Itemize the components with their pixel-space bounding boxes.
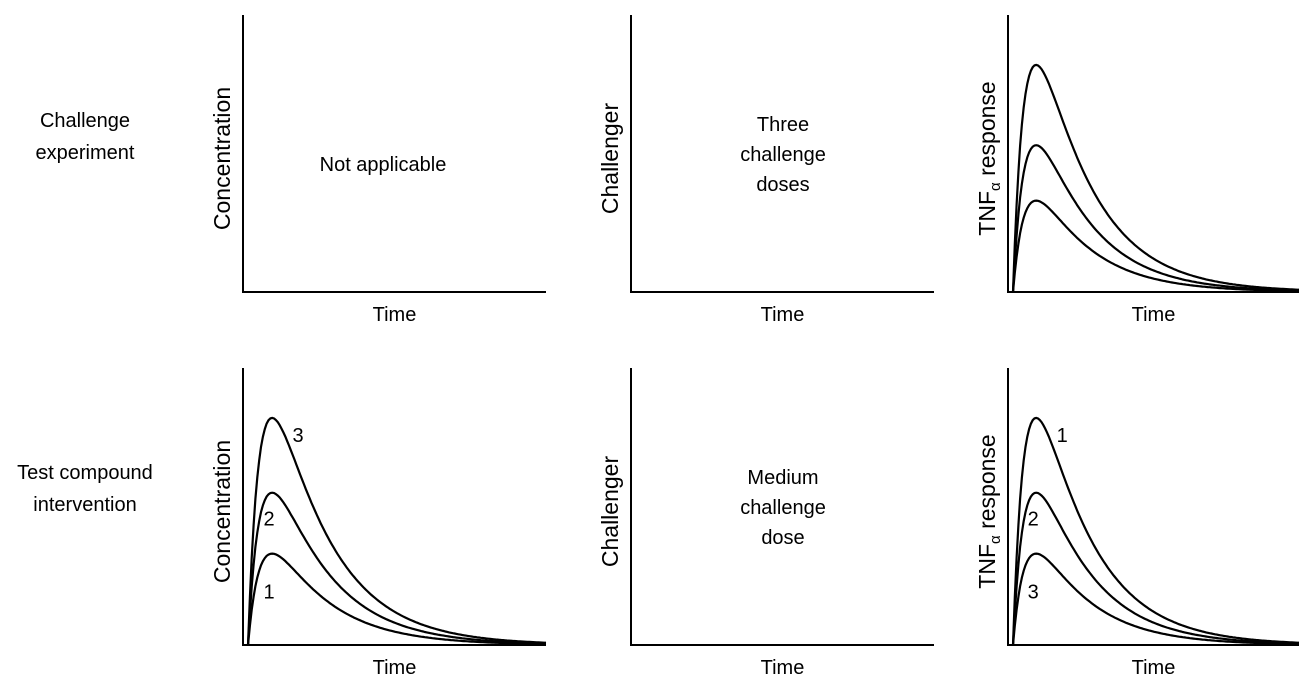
axes [630, 15, 934, 293]
curve-2 [246, 491, 547, 646]
row-label-test-compound: Test compound intervention [0, 457, 185, 521]
curve-label: 1 [1057, 425, 1068, 447]
curve-label: 1 [264, 582, 275, 604]
y-axis-title: Challenger [597, 103, 623, 215]
row-label-challenge: Challenge experiment [0, 105, 185, 169]
y-axis-title: Concentration [209, 440, 235, 583]
axes [242, 368, 546, 646]
y-axis-title: Concentration [209, 87, 235, 230]
panel-note: challenge [740, 144, 826, 166]
row-label-line-2: experiment [35, 142, 135, 164]
curve-3 [1011, 416, 1299, 646]
y-axis-title: TNFα response [974, 434, 1004, 588]
y-axis-title: TNFα response [974, 81, 1004, 235]
panel-note: Three [757, 114, 809, 136]
y-axis-title: Challenger [597, 456, 623, 568]
curve-1 [1011, 552, 1299, 646]
x-axis-title: Time [1132, 657, 1176, 676]
curve-3 [1011, 63, 1299, 293]
row-label-line-1: Test compound [17, 462, 153, 484]
panel-note: challenge [740, 497, 826, 519]
x-axis-title: Time [1132, 304, 1176, 326]
x-axis-title: Time [761, 304, 805, 326]
curve-label: 2 [1028, 509, 1039, 531]
axes [630, 368, 934, 646]
curve-1 [1011, 199, 1299, 293]
curve-label: 3 [293, 425, 304, 447]
curve-1 [246, 552, 546, 646]
curve-2 [1011, 144, 1299, 293]
x-axis-title: Time [373, 304, 417, 326]
axes [1007, 15, 1299, 293]
panel-note: doses [756, 174, 809, 196]
x-axis-title: Time [373, 657, 417, 676]
axes [1007, 368, 1299, 646]
panel-note: Medium [747, 467, 818, 489]
curve-3 [246, 416, 546, 646]
axes [242, 15, 546, 293]
curve-label: 3 [1028, 582, 1039, 604]
panel-note: Not applicable [320, 154, 447, 176]
row-label-line-1: Challenge [39, 110, 131, 132]
curve-2 [1011, 491, 1299, 646]
x-axis-title: Time [761, 657, 805, 676]
row-label-line-2: intervention [33, 494, 137, 516]
curve-label: 2 [264, 509, 275, 531]
panel-note: dose [761, 527, 804, 549]
